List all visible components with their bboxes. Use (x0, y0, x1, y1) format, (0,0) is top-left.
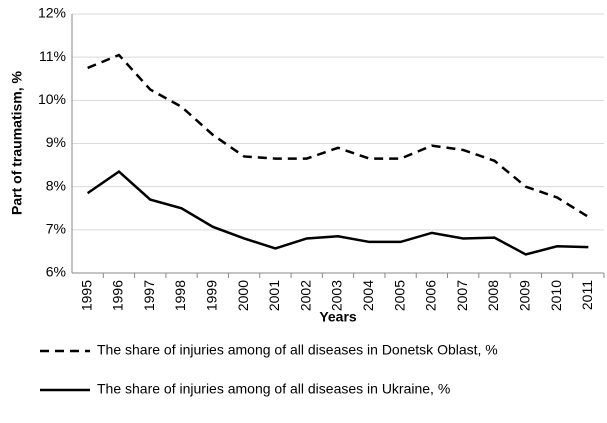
x-axis-label: Years (319, 309, 357, 325)
x-tick-label: 2008 (485, 280, 501, 311)
legend-label: The share of injuries among of all disea… (97, 381, 450, 397)
x-tick-label: 2010 (548, 280, 564, 311)
x-tick-label: 2007 (454, 280, 470, 311)
series-line (87, 53, 590, 218)
x-tick-label: 2002 (297, 280, 313, 311)
x-tick-label: 2004 (360, 280, 376, 311)
x-tick-label: 1996 (110, 280, 126, 311)
y-tick-label: 6% (46, 264, 66, 280)
y-axis-label: Part of traumatism, % (9, 70, 25, 214)
x-tick-label: 2006 (423, 280, 439, 311)
y-tick-label: 7% (46, 221, 66, 237)
y-tick-label: 11% (39, 48, 66, 64)
y-tick-label: 12% (38, 5, 66, 21)
x-tick-label: 2001 (266, 280, 282, 311)
y-tick-label: 8% (46, 177, 66, 193)
x-tick-label: 1998 (172, 280, 188, 311)
x-tick-label: 1995 (78, 280, 94, 311)
x-tick-label: 2009 (516, 280, 532, 311)
x-tick-label: 1997 (141, 280, 157, 311)
x-tick-label: 2000 (235, 280, 251, 311)
series-line (86, 169, 589, 256)
legend-label: The share of injuries among of all disea… (97, 342, 498, 358)
x-tick-label: 2003 (329, 280, 345, 311)
x-tick-label: 2005 (391, 280, 407, 311)
y-tick-label: 9% (46, 134, 66, 150)
x-tick-label: 1999 (204, 280, 220, 311)
x-tick-label: 2011 (579, 280, 595, 310)
y-tick-label: 10% (38, 91, 66, 107)
